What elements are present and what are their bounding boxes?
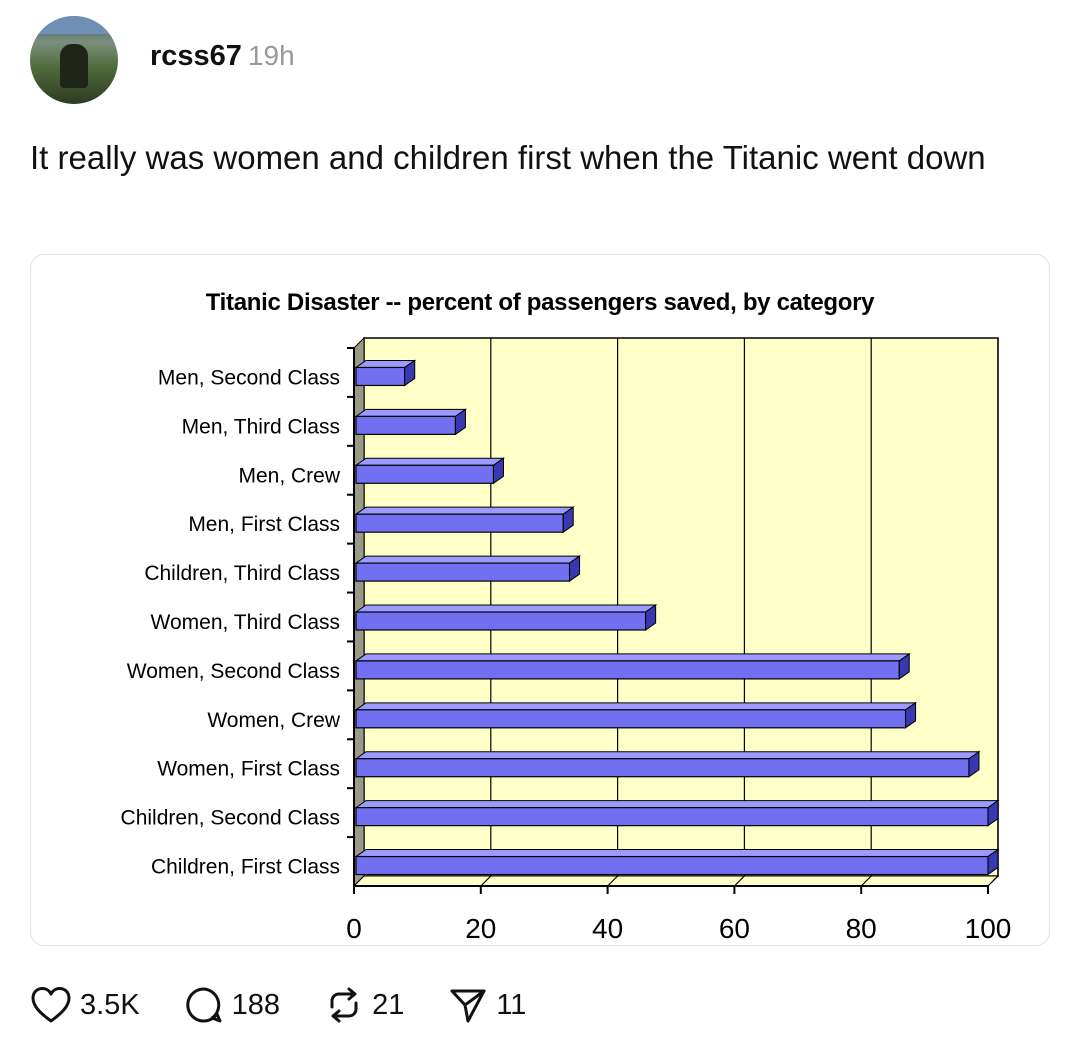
bar-side [987, 848, 999, 876]
bar-top [354, 506, 575, 515]
share-button[interactable]: 11 [448, 985, 526, 1025]
bar-top [354, 849, 1000, 858]
bar-side [562, 506, 574, 534]
gridline-floor [860, 875, 872, 887]
comment-button[interactable]: 188 [184, 985, 280, 1025]
x-tick-label: 60 [719, 913, 750, 944]
x-tick-label: 100 [965, 913, 1012, 944]
x-tick-label: 80 [846, 913, 877, 944]
bar-side [905, 701, 917, 729]
plot-floor [352, 875, 1000, 887]
y-tick-label: Women, Second Class [127, 660, 340, 683]
y-tick-label: Women, Third Class [151, 611, 340, 634]
y-tick-label: Children, Second Class [121, 807, 340, 830]
bar-top [354, 702, 918, 711]
y-tick-label: Women, First Class [157, 758, 340, 781]
bar [355, 415, 457, 435]
share-count: 11 [496, 988, 527, 1021]
y-tick-label: Men, Crew [238, 464, 340, 487]
gridline-floor [480, 875, 492, 887]
avatar-sky [30, 16, 118, 34]
y-tick-label: Women, Crew [207, 709, 340, 732]
bar-side [492, 457, 504, 485]
bar [355, 660, 900, 680]
post-time: 19h [247, 40, 295, 71]
post-text: It really was women and children first w… [30, 139, 986, 176]
bar-top [354, 751, 981, 760]
repost-count: 21 [372, 988, 405, 1021]
x-tick-label: 20 [465, 913, 496, 944]
avatar[interactable] [30, 16, 118, 104]
y-tick-label: Children, First Class [151, 856, 340, 879]
y-tick-label: Men, Second Class [158, 366, 340, 389]
bar [355, 709, 907, 729]
y-tick-label: Children, Third Class [144, 562, 340, 585]
bar-top [354, 604, 658, 613]
comment-icon [185, 987, 222, 1023]
repost-button[interactable]: 21 [324, 985, 404, 1025]
bar [355, 513, 564, 533]
bar [355, 611, 647, 631]
chart-title: Titanic Disaster -- percent of passenger… [205, 289, 875, 316]
gridline-floor [607, 875, 619, 887]
x-tick-label: 0 [346, 913, 362, 944]
comment-count: 188 [231, 988, 281, 1021]
bar-side [569, 555, 581, 583]
post-author[interactable]: rcss67 19h [150, 40, 295, 73]
x-tick-label: 40 [592, 913, 623, 944]
bar-side [987, 799, 999, 827]
repost-icon [330, 987, 358, 1023]
chart-card[interactable]: Titanic Disaster -- percent of passenger… [30, 254, 1050, 946]
gridline-floor [733, 875, 745, 887]
action-bar: 3.5K 188 21 11 [30, 980, 570, 1030]
gridline-floor [987, 875, 999, 887]
like-button[interactable]: 3.5K [30, 986, 140, 1024]
bar-chart: 0 20 40 60 80 100 Men, Second Class Men, Third … [121, 336, 1012, 944]
bar [355, 464, 495, 484]
send-icon [450, 989, 486, 1023]
bar-side [454, 408, 466, 436]
avatar-figure [60, 44, 88, 88]
author-name[interactable]: rcss67 [150, 40, 242, 72]
bar-top [354, 408, 468, 417]
bar [355, 366, 406, 387]
bar-side [645, 604, 657, 631]
bar [355, 758, 970, 778]
bar-side [968, 750, 980, 778]
bar-side [404, 359, 416, 387]
y-tick-label: Men, First Class [188, 513, 340, 536]
heart-icon [31, 987, 71, 1023]
bar-side [898, 652, 910, 680]
bar [355, 855, 989, 876]
bar [355, 807, 989, 827]
bar-top [354, 653, 911, 662]
like-count: 3.5K [80, 988, 140, 1021]
bar-top [354, 457, 506, 466]
bar-top [354, 555, 582, 564]
bar-top [354, 800, 1000, 809]
bar [355, 562, 571, 582]
y-tick-label: Men, Third Class [182, 415, 340, 438]
